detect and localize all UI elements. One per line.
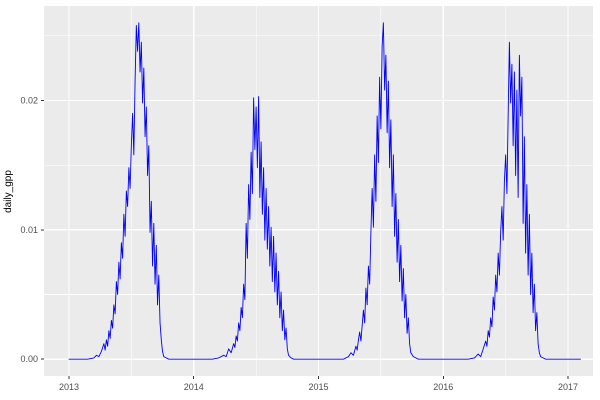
y-tick-label: 0.02 bbox=[20, 95, 38, 105]
y-tick-label: 0.01 bbox=[20, 225, 38, 235]
x-tick-label: 2017 bbox=[558, 382, 578, 392]
x-tick-label: 2016 bbox=[433, 382, 453, 392]
x-tick-label: 2015 bbox=[308, 382, 328, 392]
x-tick-label: 2013 bbox=[59, 382, 79, 392]
data-line-daily-gpp bbox=[68, 22, 581, 360]
y-tick-label: 0.00 bbox=[20, 354, 38, 364]
x-tick-label: 2014 bbox=[184, 382, 204, 392]
